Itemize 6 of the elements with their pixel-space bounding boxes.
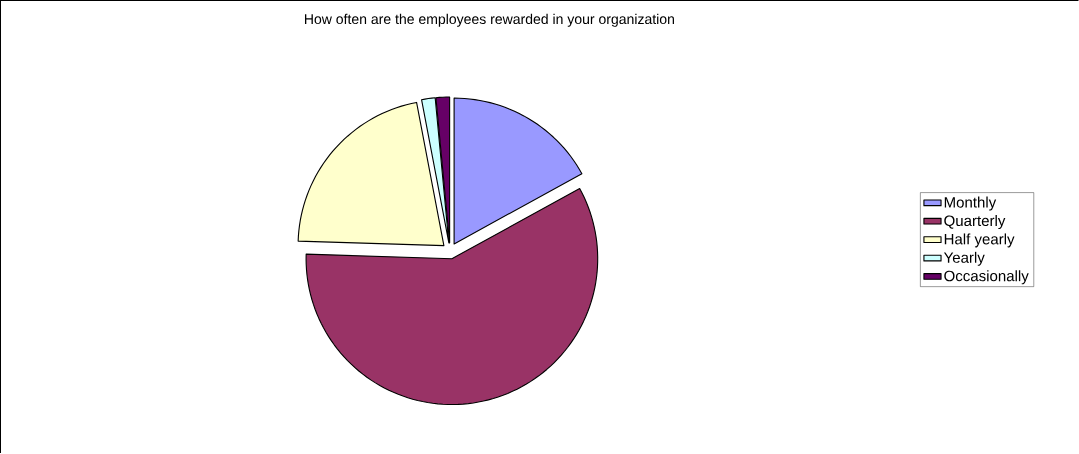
legend-label: Occasionally — [944, 270, 1029, 285]
chart-title: How often are the employees rewarded in your organization — [304, 13, 674, 28]
legend-label: Quarterly — [944, 215, 1006, 230]
legend-label: Monthly — [944, 196, 997, 211]
legend-label: Yearly — [943, 252, 985, 267]
legend-label: Half yearly — [944, 233, 1015, 248]
